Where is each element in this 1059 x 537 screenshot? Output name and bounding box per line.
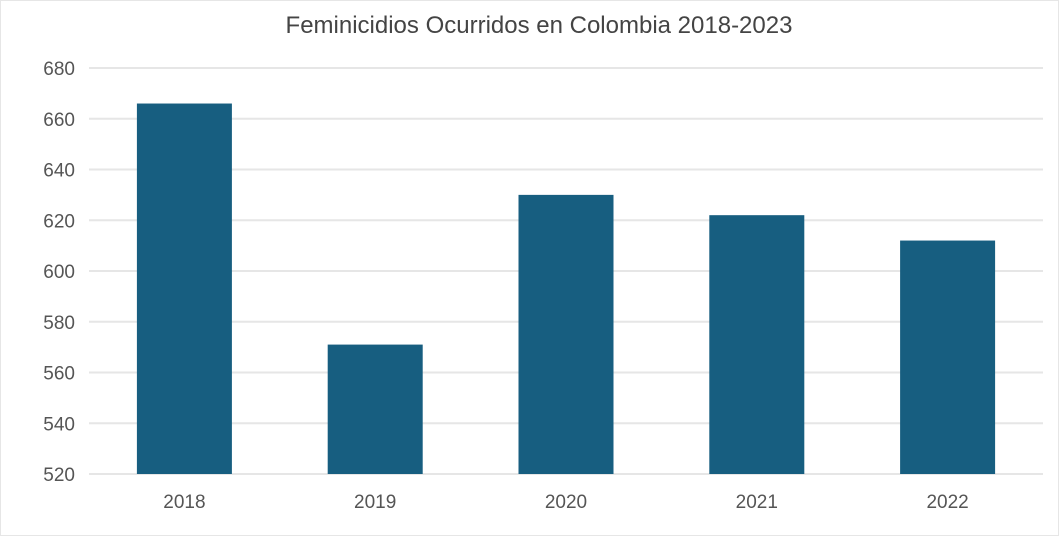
- y-tick-label: 540: [43, 414, 75, 435]
- x-tick-label: 2018: [163, 492, 205, 513]
- bar-2020: [518, 194, 614, 474]
- y-tick-label: 580: [43, 313, 75, 334]
- x-tick-label: 2021: [736, 492, 778, 513]
- y-axis-ticks: 520 540 560 580 600 620 640 660 680: [43, 59, 75, 486]
- y-tick-label: 560: [43, 364, 75, 385]
- bars: [136, 103, 996, 475]
- x-tick-label: 2019: [354, 492, 396, 513]
- bar-2021: [709, 215, 805, 475]
- y-tick-label: 640: [43, 161, 75, 182]
- x-tick-label: 2022: [926, 492, 968, 513]
- bar-2019: [327, 344, 423, 474]
- y-tick-label: 680: [43, 59, 75, 80]
- y-tick-label: 660: [43, 110, 75, 131]
- bar-2018: [136, 103, 232, 475]
- y-tick-label: 620: [43, 211, 75, 232]
- x-axis-ticks: 2018 2019 2020 2021 2022: [163, 492, 968, 513]
- x-tick-label: 2020: [545, 492, 587, 513]
- chart-title: Feminicidios Ocurridos en Colombia 2018-…: [286, 12, 793, 39]
- y-tick-label: 520: [43, 465, 75, 486]
- y-tick-label: 600: [43, 262, 75, 283]
- bar-2022: [900, 240, 996, 474]
